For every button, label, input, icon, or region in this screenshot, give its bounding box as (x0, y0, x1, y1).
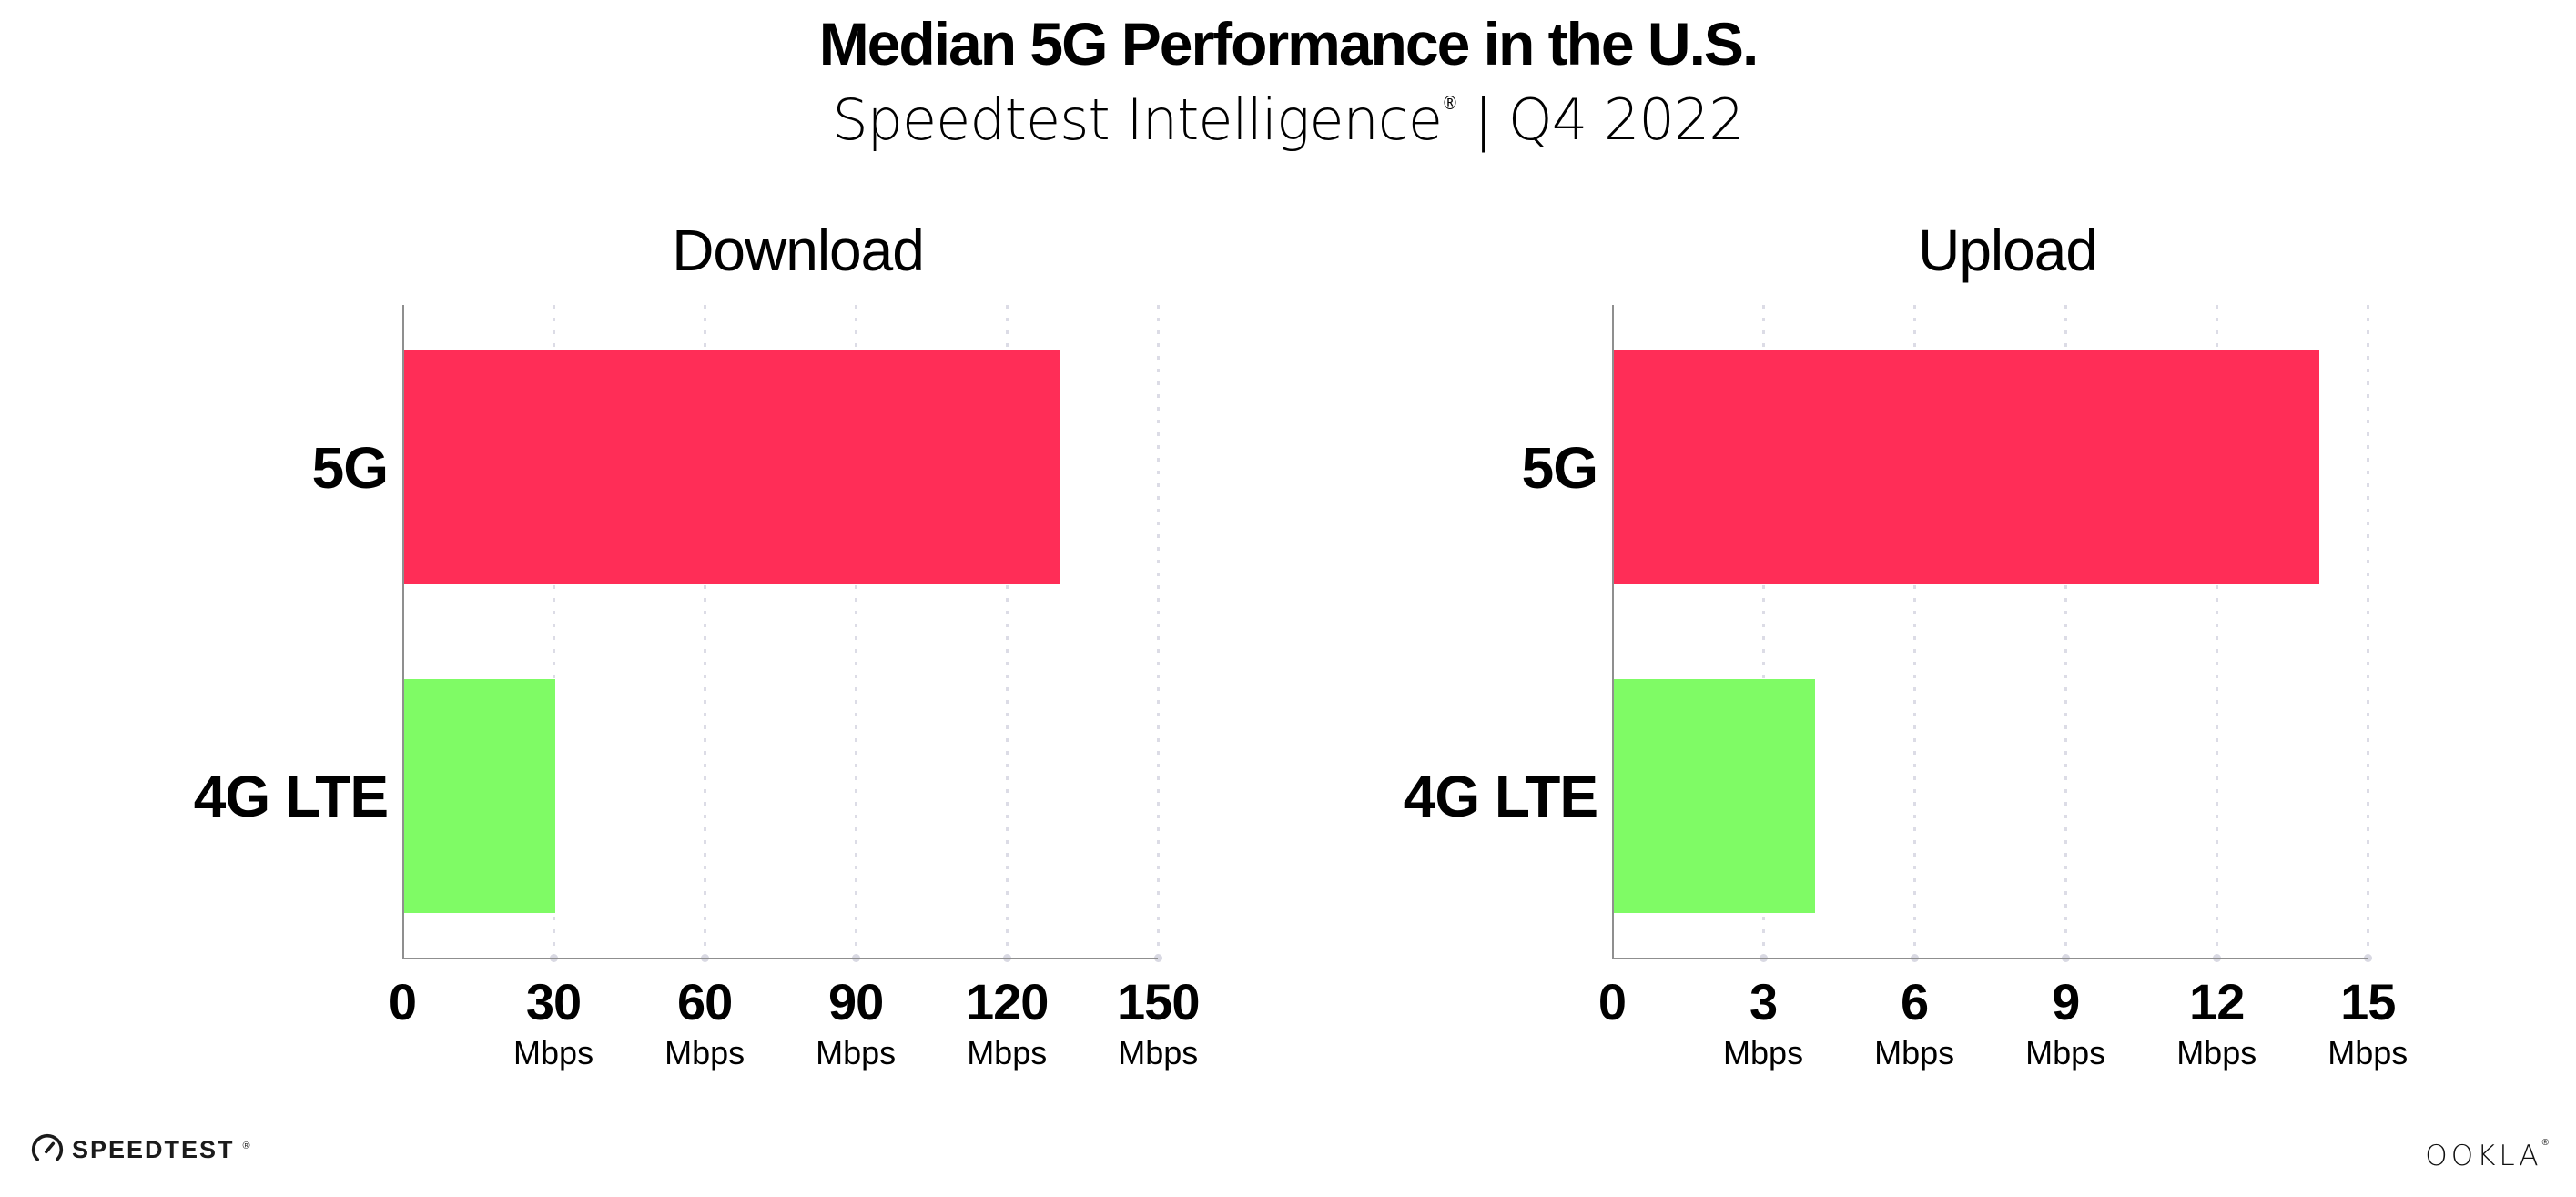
x-tick: 3 Mbps (1723, 977, 1803, 1070)
chart-panel-upload: Upload 5G 4G LTE 0 3 Mbps 6 Mbps 9 Mbps 12 Mbps 15… (1262, 209, 2409, 1111)
gridline (2064, 305, 2068, 958)
x-tick-value: 0 (388, 973, 417, 1030)
x-tick-value: 15 (2340, 973, 2396, 1030)
x-tick-unit: Mbps (816, 1034, 897, 1071)
x-axis-ticks: 0 30 Mbps 60 Mbps 90 Mbps 120 Mbps 150 Mbps (389, 973, 1201, 1095)
gridline (1913, 305, 1917, 958)
x-tick: 120 Mbps (965, 973, 1049, 1071)
bar-5g (404, 350, 1060, 584)
x-tick: 30 Mbps (513, 977, 593, 1070)
axis-tick-dot (2364, 954, 2373, 962)
axis-tick-dot (1154, 954, 1163, 962)
x-tick-unit: Mbps (664, 1034, 745, 1071)
x-tick-unit: Mbps (1874, 1034, 1955, 1071)
ookla-trademark: ® (2541, 1138, 2549, 1148)
gridline (553, 305, 556, 958)
x-axis-line (1612, 958, 2368, 959)
x-tick: 150 Mbps (1117, 973, 1200, 1071)
x-axis-ticks: 0 3 Mbps 6 Mbps 9 Mbps 12 Mbps 15 Mbps (1598, 977, 2408, 1095)
x-tick-value: 12 (2189, 973, 2245, 1030)
chart-title: Download (672, 218, 925, 283)
ookla-logo-text: OOKLA (2425, 1140, 2542, 1172)
gridline (2367, 305, 2370, 958)
x-tick-value: 0 (1597, 973, 1627, 1030)
speedtest-gauge-icon (31, 1133, 64, 1166)
speedtest-logo: SPEEDTEST ® (31, 1133, 250, 1166)
figure-header: Median 5G Performance in the U.S. Speedt… (0, 0, 2576, 149)
bar-5g (1614, 350, 2319, 584)
y-axis-line (1612, 305, 1614, 958)
ookla-logo: OOKLA ® (2425, 1138, 2549, 1172)
x-tick-value: 120 (965, 973, 1049, 1030)
gridline (2216, 305, 2219, 958)
x-tick: 6 Mbps (1874, 977, 1954, 1070)
chart-title: Upload (1918, 218, 2098, 283)
x-tick: 0 (388, 973, 417, 1030)
speedtest-trademark: ® (242, 1141, 250, 1151)
x-tick-unit: Mbps (2025, 1034, 2106, 1071)
x-tick: 9 Mbps (2025, 977, 2105, 1070)
x-tick: 12 Mbps (2176, 977, 2257, 1070)
x-tick-value: 30 (525, 973, 582, 1030)
subtitle-period: Q4 2022 (1507, 86, 1745, 154)
subtitle-brand: Speedtest Intelligence (832, 86, 1443, 154)
y-axis-line (402, 305, 404, 958)
subtitle-separator: | (1474, 86, 1493, 154)
bar-4g-lte (404, 679, 556, 913)
speedtest-logo-text: SPEEDTEST (72, 1135, 235, 1163)
x-tick: 90 Mbps (816, 977, 896, 1070)
x-tick-unit: Mbps (1118, 1034, 1199, 1071)
x-tick-value: 90 (827, 973, 884, 1030)
category-label: 4G LTE (1403, 763, 1598, 829)
gridline (1157, 305, 1161, 958)
gridline (1762, 305, 1766, 958)
plot-area (402, 305, 1193, 962)
category-labels: 5G 4G LTE (1262, 305, 1612, 958)
category-label: 4G LTE (193, 763, 389, 829)
gridline (704, 305, 707, 958)
x-tick-unit: Mbps (2328, 1034, 2409, 1071)
chart-panel-download: Download 5G 4G LTE 0 30 Mbps 60 Mbps 90 Mbps 120… (52, 209, 1201, 1111)
x-tick-value: 9 (2052, 973, 2080, 1030)
x-tick: 0 (1597, 973, 1627, 1030)
gridline (1006, 305, 1009, 958)
x-tick-unit: Mbps (1723, 1034, 1804, 1071)
x-tick-value: 60 (676, 973, 733, 1030)
x-tick-unit: Mbps (2176, 1034, 2257, 1071)
category-label: 5G (311, 434, 389, 501)
x-tick: 60 Mbps (664, 977, 745, 1070)
registered-mark: ® (1442, 92, 1458, 115)
category-labels: 5G 4G LTE (52, 305, 402, 958)
x-tick-value: 150 (1117, 973, 1200, 1030)
x-tick-value: 3 (1749, 973, 1778, 1030)
bar-4g-lte (1614, 679, 1816, 913)
x-axis-line (402, 958, 1159, 959)
x-tick-unit: Mbps (967, 1034, 1048, 1071)
figure-subtitle: Speedtest Intelligence® | Q4 2022 (0, 90, 2576, 149)
plot-area (1612, 305, 2403, 962)
x-tick-value: 6 (1901, 973, 1929, 1030)
gridline (855, 305, 858, 958)
figure-title: Median 5G Performance in the U.S. (818, 10, 1760, 77)
x-tick: 15 Mbps (2328, 977, 2408, 1070)
x-tick-unit: Mbps (513, 1034, 594, 1071)
category-label: 5G (1521, 434, 1598, 501)
